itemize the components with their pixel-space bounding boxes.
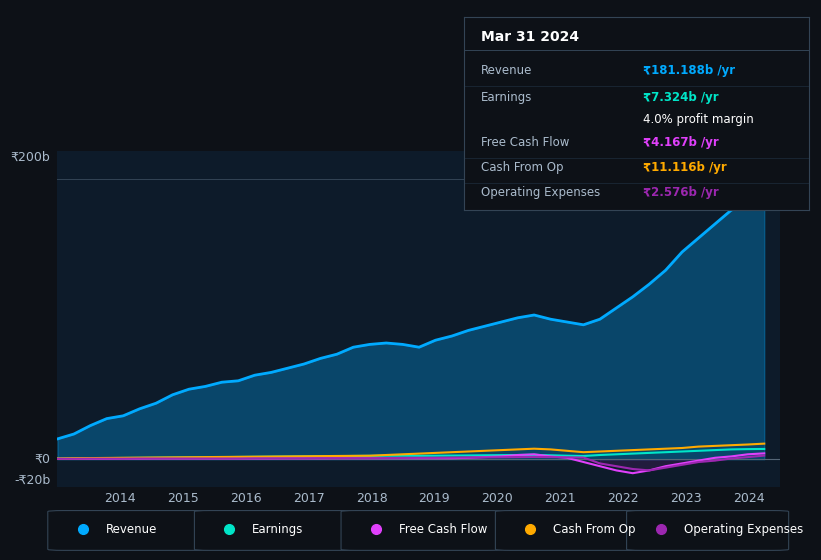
FancyBboxPatch shape xyxy=(626,511,789,550)
FancyBboxPatch shape xyxy=(495,511,658,550)
Text: Cash From Op: Cash From Op xyxy=(553,522,635,536)
Text: Revenue: Revenue xyxy=(481,64,533,77)
FancyBboxPatch shape xyxy=(341,511,503,550)
Text: Cash From Op: Cash From Op xyxy=(481,161,563,174)
Text: Revenue: Revenue xyxy=(106,522,157,536)
Text: Mar 31 2024: Mar 31 2024 xyxy=(481,30,580,44)
Text: ₹7.324b /yr: ₹7.324b /yr xyxy=(643,91,719,105)
Text: Earnings: Earnings xyxy=(481,91,533,105)
Text: ₹4.167b /yr: ₹4.167b /yr xyxy=(643,136,719,149)
Text: Free Cash Flow: Free Cash Flow xyxy=(481,136,570,149)
FancyBboxPatch shape xyxy=(195,511,356,550)
Text: ₹11.116b /yr: ₹11.116b /yr xyxy=(643,161,727,174)
Text: -₹20b: -₹20b xyxy=(14,474,50,487)
Text: Operating Expenses: Operating Expenses xyxy=(481,186,600,199)
Text: Free Cash Flow: Free Cash Flow xyxy=(399,522,488,536)
Text: Earnings: Earnings xyxy=(252,522,304,536)
Text: ₹2.576b /yr: ₹2.576b /yr xyxy=(643,186,719,199)
Text: ₹200b: ₹200b xyxy=(11,151,50,164)
Text: Operating Expenses: Operating Expenses xyxy=(685,522,804,536)
Text: ₹181.188b /yr: ₹181.188b /yr xyxy=(643,64,736,77)
FancyBboxPatch shape xyxy=(48,511,210,550)
Text: ₹0: ₹0 xyxy=(34,452,50,466)
Text: 4.0% profit margin: 4.0% profit margin xyxy=(643,113,754,125)
